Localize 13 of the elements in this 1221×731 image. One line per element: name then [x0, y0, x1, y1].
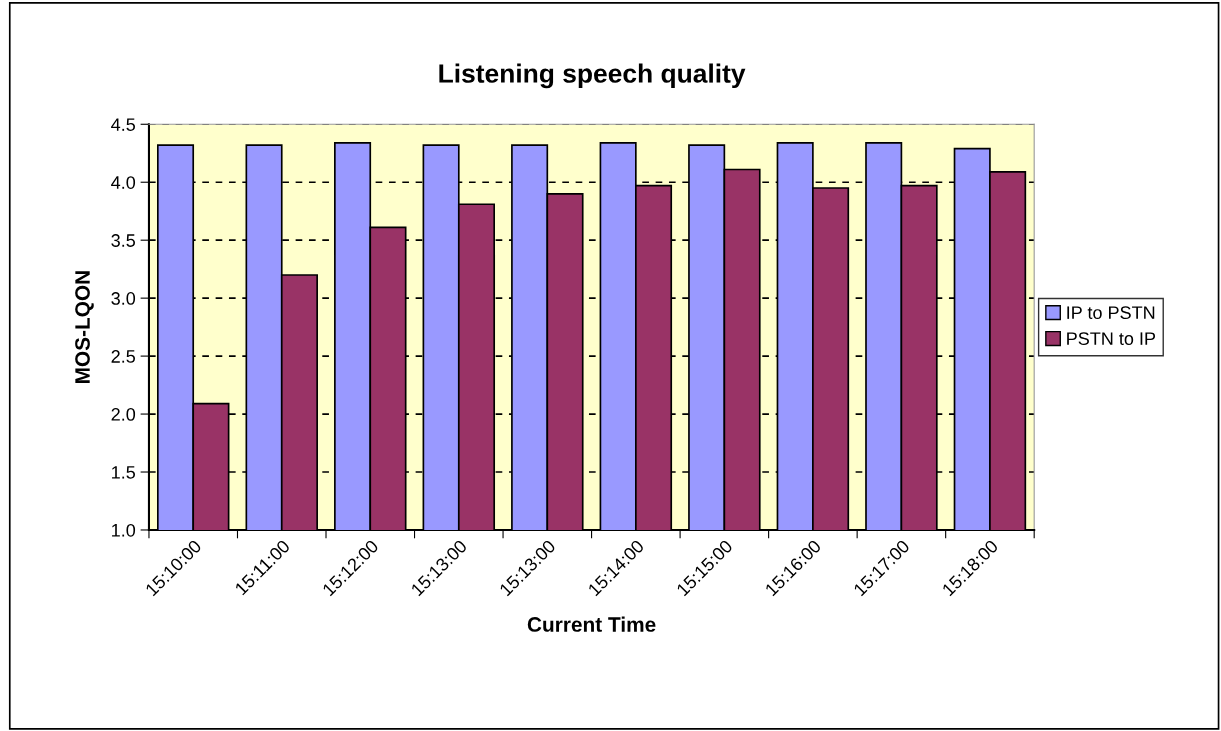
legend-label: PSTN to IP [1067, 332, 1156, 345]
y-tick-label: 2.0 [111, 407, 136, 421]
y-tick-label: 1.5 [112, 466, 136, 479]
y-tick-label: 2.5 [111, 350, 136, 363]
y-tick-label: 3.5 [111, 234, 136, 247]
y-tick-label: 4.0 [111, 176, 136, 189]
x-axis-title: Current Time [527, 616, 656, 632]
y-tick-label: 3.0 [111, 292, 136, 305]
chart-title: Listening speech quality [439, 63, 746, 89]
y-tick-label: 1.0 [112, 523, 136, 537]
y-axis-title: MOS-LQON [75, 271, 94, 384]
legend-label: IP to PSTN [1067, 306, 1155, 320]
y-tick-label: 4.5 [111, 118, 136, 131]
